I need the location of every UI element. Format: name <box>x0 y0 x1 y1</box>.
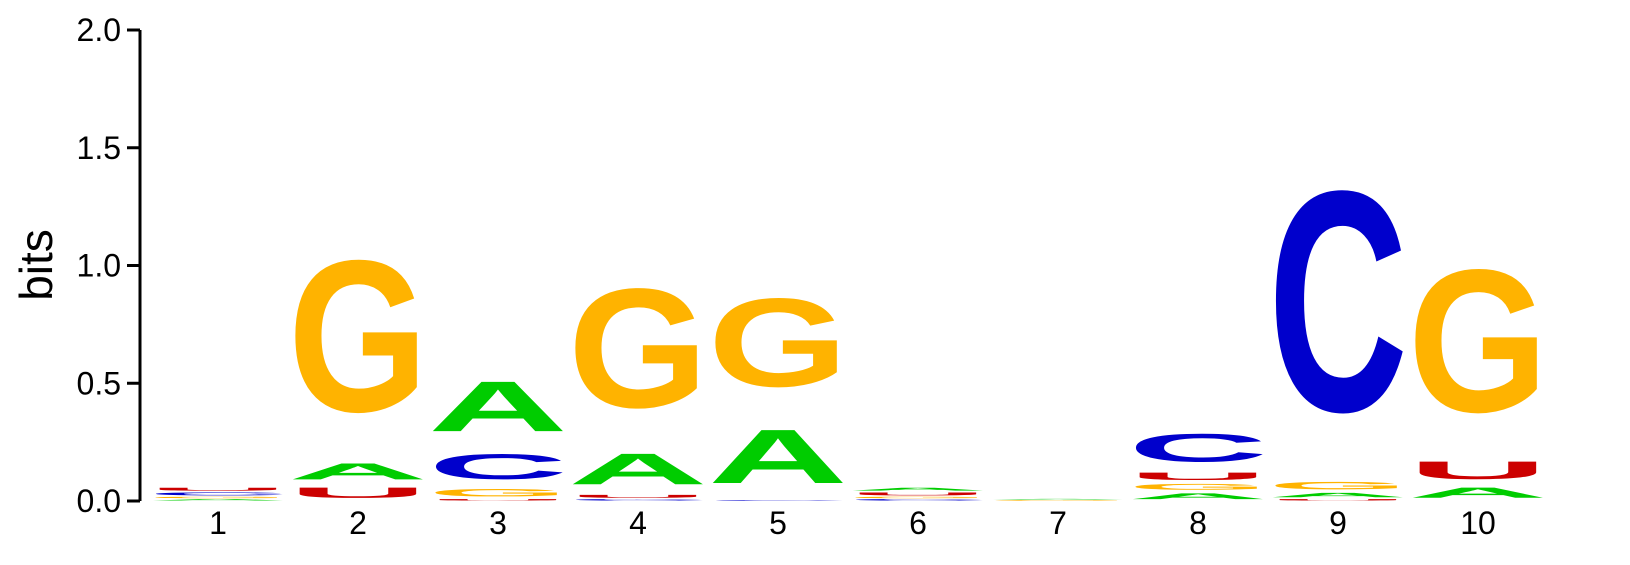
y-axis-title: bits <box>10 229 62 301</box>
logo-letter-u: U <box>288 485 428 501</box>
x-tick-label: 10 <box>1460 505 1496 541</box>
logo-letter-u: U <box>568 494 708 499</box>
y-tick-label: 2.0 <box>77 12 121 48</box>
y-axis: 0.0 0.5 1.0 1.5 2.0 <box>77 12 142 519</box>
logo-letter-a: A <box>288 459 428 485</box>
logo-letter-c: C <box>1268 126 1408 478</box>
logo-letter-a: A <box>708 414 848 499</box>
logo-letter-a: A <box>848 487 988 492</box>
x-tick-label: 6 <box>909 505 927 541</box>
x-tick-label: 1 <box>209 505 227 541</box>
logo-letter-a: A <box>1268 492 1408 499</box>
logo-letter-u: U <box>848 492 988 497</box>
logo-letter-a: A <box>568 444 708 493</box>
logo-letter-c: C <box>708 500 848 501</box>
logo-letter-a: A <box>1128 492 1268 501</box>
logo-letter-u: U <box>148 487 288 492</box>
logo-letter-u: U <box>1128 470 1268 482</box>
logo-letter-g: G <box>988 500 1128 501</box>
logo-letter-c: C <box>428 447 568 487</box>
logo-letter-g: G <box>568 253 708 444</box>
x-tick-label: 2 <box>349 505 367 541</box>
y-tick-label: 0.5 <box>77 365 121 401</box>
logo-letter-g: G <box>1128 482 1268 491</box>
x-tick-label: 4 <box>629 505 647 541</box>
logo-letter-c: C <box>848 499 988 501</box>
logo-letter-g: G <box>848 496 988 498</box>
x-tick-label: 8 <box>1189 505 1207 541</box>
y-tick-label: 1.0 <box>77 248 121 284</box>
x-tick-label: 7 <box>1049 505 1067 541</box>
x-tick-label: 3 <box>489 505 507 541</box>
logo-letter-g: G <box>708 272 848 413</box>
logo-letter-a: A <box>1408 485 1548 501</box>
logo-letter-g: G <box>148 496 288 498</box>
logo-letter-g: G <box>1268 480 1408 492</box>
y-tick-label: 0.0 <box>77 483 121 519</box>
logo-letter-a: A <box>148 499 288 501</box>
x-tick-label: 9 <box>1329 505 1347 541</box>
logo-letter-u: U <box>428 499 568 501</box>
x-tick-label: 5 <box>769 505 787 541</box>
logo-letter-u: U <box>1408 456 1548 484</box>
x-axis: 1 2 3 4 5 6 7 8 9 10 <box>209 505 1496 541</box>
logo-letter-c: C <box>1128 425 1268 470</box>
logo-letter-c: C <box>568 499 708 501</box>
logo-letter-c: C <box>148 492 288 497</box>
y-tick-label: 1.5 <box>77 130 121 166</box>
logo-letter-a: A <box>988 499 1128 500</box>
logo-letter-a: A <box>428 367 568 447</box>
logo-letter-u: U <box>1268 499 1408 501</box>
logo-letter-g: G <box>428 487 568 499</box>
logo-letter-g: G <box>1408 227 1548 455</box>
logo-letter-g: G <box>288 216 428 457</box>
